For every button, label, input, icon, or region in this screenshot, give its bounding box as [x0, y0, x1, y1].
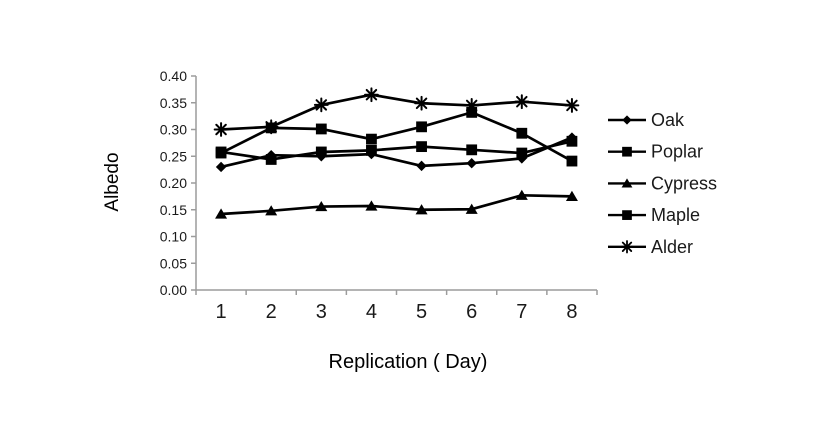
series-cypress-line	[220, 193, 572, 216]
series-cypress-marker	[265, 205, 278, 216]
series-maple-marker	[315, 146, 327, 158]
series-maple-marker	[265, 154, 277, 165]
legend-marker-maple	[622, 210, 632, 220]
legend-marker-alder	[620, 240, 634, 254]
y-tick-label: 0.10	[160, 229, 187, 245]
legend-label-maple: Maple	[651, 205, 700, 225]
y-axis-title: Albedo	[102, 152, 123, 211]
legend-label-cypress: Cypress	[651, 173, 717, 193]
y-tick-label: 0.35	[160, 95, 187, 111]
series-maple-marker	[416, 141, 427, 153]
series-alder-marker	[364, 87, 379, 103]
axes: 0.00 0.05 0.10 0.15 0.20 0.25 0.30 0.35 0.40 1 2 3 4…	[160, 68, 598, 323]
series-poplar-marker	[566, 155, 578, 167]
series-maple	[215, 135, 578, 165]
y-tick-label: 0.25	[160, 148, 187, 164]
y-tick-label: 0.15	[160, 202, 187, 218]
x-tick-label: 4	[366, 301, 377, 323]
legend-label-oak: Oak	[651, 110, 685, 130]
series-maple-marker	[215, 146, 227, 158]
series-cypress-marker	[215, 208, 228, 219]
series	[213, 87, 580, 219]
series-alder-marker	[263, 119, 279, 135]
x-axis-title: Replication ( Day)	[329, 351, 488, 373]
series-cypress-marker	[465, 203, 478, 214]
series-oak-marker	[215, 161, 227, 173]
series-poplar-marker	[416, 121, 427, 133]
series-cypress-marker	[365, 200, 378, 211]
legend-marker-poplar	[622, 146, 632, 157]
series-maple-line	[220, 139, 573, 161]
legend-item-maple: Maple	[608, 205, 700, 225]
series-maple-marker	[366, 144, 377, 156]
series-alder-marker	[213, 122, 229, 137]
series-maple-marker	[516, 147, 528, 159]
axis-titles: Albedo Replication ( Day)	[102, 152, 487, 373]
x-tick-label: 2	[266, 301, 277, 323]
x-tick-label: 7	[516, 301, 527, 323]
x-tick-label: 8	[566, 301, 577, 323]
series-alder	[213, 87, 580, 137]
series-poplar-marker	[315, 123, 327, 135]
y-tick-label: 0.30	[160, 122, 187, 138]
legend-label-alder: Alder	[651, 237, 693, 257]
legend-label-poplar: Poplar	[651, 142, 703, 162]
y-tick-label: 0.20	[160, 175, 187, 191]
legend-marker-cypress	[621, 178, 633, 188]
series-poplar-line	[220, 111, 573, 163]
legend-marker-oak	[622, 115, 632, 125]
series-cypress-marker	[565, 190, 578, 201]
series-alder-marker	[464, 98, 480, 113]
series-cypress-marker	[315, 200, 328, 212]
series-alder-marker	[514, 94, 530, 110]
series-oak-marker	[466, 158, 477, 169]
series-alder-marker	[414, 95, 429, 111]
x-tick-label: 3	[316, 301, 327, 323]
x-tick-label: 5	[416, 301, 427, 323]
series-alder-line	[220, 93, 573, 131]
legend: Oak Poplar Cypress Maple Alder	[608, 110, 717, 257]
y-tick-label: 0.00	[160, 282, 187, 298]
legend-item-oak: Oak	[608, 110, 685, 130]
series-cypress-marker	[515, 189, 528, 200]
series-maple-marker	[566, 135, 578, 147]
y-tick-label: 0.05	[160, 255, 187, 271]
x-tick-label: 1	[216, 301, 227, 323]
series-oak-marker	[416, 160, 427, 172]
series-poplar-marker	[366, 133, 377, 145]
series-alder-marker	[313, 97, 329, 113]
series-poplar-marker	[516, 127, 528, 139]
legend-item-alder: Alder	[608, 237, 693, 257]
x-tick-label: 6	[466, 301, 477, 323]
series-oak-line	[220, 136, 573, 169]
y-tick-label: 0.40	[160, 68, 187, 84]
legend-item-poplar: Poplar	[608, 142, 703, 162]
series-cypress	[215, 189, 578, 219]
series-alder-marker	[564, 98, 580, 113]
series-cypress-marker	[415, 204, 428, 215]
legend-item-cypress: Cypress	[608, 173, 717, 193]
series-maple-marker	[466, 144, 478, 156]
